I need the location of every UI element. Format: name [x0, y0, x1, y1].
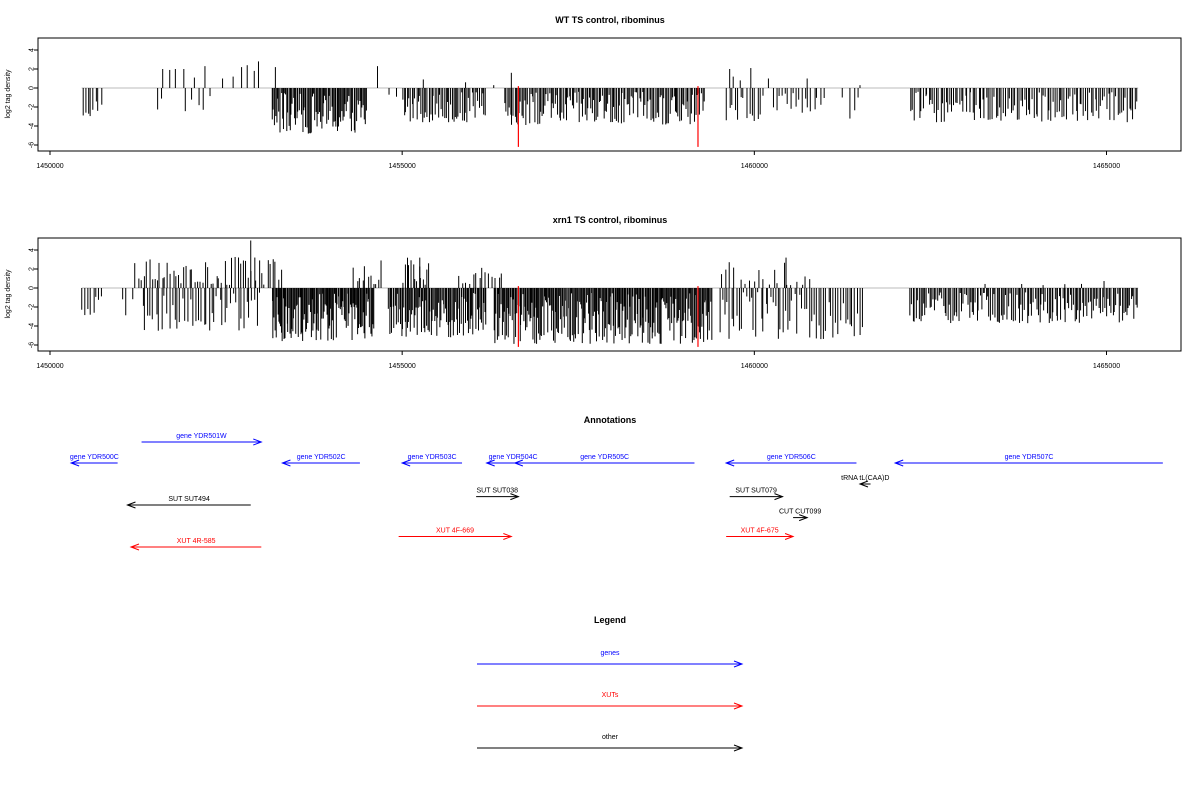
- panel-title-wt: WT TS control, ribominus: [555, 15, 665, 25]
- y-tick-label: 4: [29, 248, 36, 252]
- bars-wt: [81, 61, 1139, 147]
- x-tick-label: 1460000: [741, 363, 768, 370]
- y-tick-label: 0: [29, 86, 36, 90]
- y-axis-label-wt: log2 tag density: [5, 69, 12, 119]
- annotation-feature: gene YDR505C: [513, 454, 695, 467]
- feature-label: SUT SUT038: [477, 488, 519, 495]
- annotation-features: gene YDR500C gene YDR501W gene YDR502C gene…: [69, 433, 1163, 551]
- annotation-feature: CUT CUT099: [779, 509, 821, 522]
- y-tick-label: -2: [29, 304, 36, 310]
- x-tick-label: 1465000: [1093, 163, 1120, 170]
- annotation-feature: gene YDR501W: [141, 433, 263, 446]
- panel-xrn1: xrn1 TS control, ribominus log2 tag dens…: [5, 215, 1182, 370]
- legend-label: other: [602, 734, 619, 741]
- x-tick-label: 1465000: [1093, 363, 1120, 370]
- y-tick-label: -4: [29, 323, 36, 329]
- legend-title: Legend: [594, 615, 626, 625]
- y-tick-label: 2: [29, 267, 36, 271]
- feature-label: gene YDR500C: [70, 454, 119, 461]
- axes-xrn1: -6 -4 -2 0 2 4 1450000 1455000 1460000 1465000: [29, 248, 1121, 370]
- feature-label: tRNA tL(CAA)D: [841, 475, 889, 482]
- feature-arrow-arrowhead: [400, 459, 411, 467]
- x-tick-label: 1455000: [389, 163, 416, 170]
- feature-arrow-arrowhead: [893, 459, 904, 467]
- annotation-feature: XUT 4R-585: [129, 538, 262, 551]
- feature-label: gene YDR501W: [176, 433, 227, 440]
- feature-arrow-arrowhead: [69, 459, 80, 467]
- feature-arrow-arrowhead: [510, 493, 520, 501]
- feature-label: XUT 4F-675: [741, 528, 779, 535]
- axes-wt: -6 -4 -2 0 2 4 1450000 1455000 1460000 1465000: [29, 48, 1121, 170]
- annotation-feature: gene YDR507C: [893, 454, 1163, 467]
- y-tick-label: -6: [29, 342, 36, 348]
- panel-wt: WT TS control, ribominus log2 tag densit…: [5, 15, 1182, 170]
- feature-label: gene YDR506C: [767, 454, 816, 461]
- feature-label: gene YDR505C: [580, 454, 629, 461]
- feature-label: gene YDR502C: [297, 454, 346, 461]
- feature-label: SUT SUT494: [168, 496, 210, 503]
- annotation-feature: gene YDR500C: [69, 454, 119, 467]
- feature-arrow-arrowhead: [774, 493, 784, 501]
- feature-arrow-arrowhead: [485, 459, 495, 467]
- feature-label: gene YDR507C: [1005, 454, 1054, 461]
- annotations-title: Annotations: [584, 415, 637, 425]
- annotation-feature: XUT 4F-675: [726, 528, 795, 540]
- bars-xrn1: [81, 240, 1139, 347]
- x-tick-label: 1455000: [389, 363, 416, 370]
- feature-arrow-arrowhead: [503, 533, 513, 540]
- x-tick-label: 1450000: [36, 363, 63, 370]
- y-tick-label: 0: [29, 286, 36, 290]
- feature-arrow-arrowhead: [784, 533, 795, 540]
- annotation-feature: SUT SUT079: [729, 488, 784, 501]
- feature-arrow-arrowhead: [513, 459, 524, 467]
- feature-label: CUT CUT099: [779, 509, 821, 516]
- annotation-feature: XUT 4F-669: [398, 528, 513, 540]
- annotation-feature: SUT SUT038: [476, 488, 520, 501]
- feature-label: XUT 4R-585: [177, 538, 216, 545]
- legend-arrow-arrowhead: [733, 702, 744, 710]
- legend-label: genes: [600, 650, 620, 657]
- legend-item: XUTs: [477, 692, 744, 710]
- x-tick-label: 1460000: [741, 163, 768, 170]
- y-tick-label: 2: [29, 67, 36, 71]
- annotation-feature: gene YDR502C: [281, 454, 360, 467]
- legend-arrow-arrowhead: [733, 744, 744, 752]
- annotation-feature: gene YDR506C: [724, 454, 857, 467]
- feature-arrow-arrowhead: [798, 514, 809, 522]
- annotation-feature: gene YDR504C: [485, 454, 540, 467]
- y-tick-label: 4: [29, 48, 36, 52]
- feature-arrow-arrowhead: [281, 459, 291, 467]
- feature-arrow-arrowhead: [129, 543, 140, 551]
- annotation-feature: SUT SUT494: [126, 496, 251, 509]
- feature-label: gene YDR504C: [489, 454, 538, 461]
- feature-arrow-arrowhead: [858, 480, 869, 488]
- feature-label: SUT SUT079: [735, 488, 777, 495]
- y-axis-label-xrn1: log2 tag density: [5, 269, 12, 319]
- legend-label: XUTs: [602, 692, 619, 699]
- legend-item: other: [477, 734, 744, 752]
- annotation-feature: gene YDR503C: [400, 454, 463, 467]
- feature-arrow-arrowhead: [126, 501, 136, 509]
- annotation-feature: tRNA tL(CAA)D: [841, 475, 889, 488]
- feature-arrow-arrowhead: [253, 438, 263, 446]
- legend-items: genes XUTs other: [477, 650, 744, 752]
- y-tick-label: -2: [29, 104, 36, 110]
- feature-label: gene YDR503C: [408, 454, 457, 461]
- y-tick-label: -4: [29, 123, 36, 129]
- panel-title-xrn1: xrn1 TS control, ribominus: [553, 215, 668, 225]
- legend-item: genes: [477, 650, 744, 668]
- feature-arrow-arrowhead: [724, 459, 735, 467]
- feature-label: XUT 4F-669: [436, 528, 474, 535]
- x-tick-label: 1450000: [36, 163, 63, 170]
- y-tick-label: -6: [29, 142, 36, 148]
- legend: Legend genes XUTs other: [477, 615, 744, 752]
- legend-arrow-arrowhead: [733, 660, 744, 668]
